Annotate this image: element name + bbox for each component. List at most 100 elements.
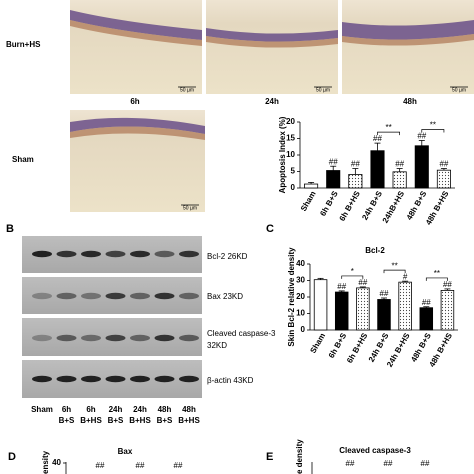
y-tick-label: 10 xyxy=(286,150,295,159)
significance-mark: ## xyxy=(422,298,431,307)
bar xyxy=(377,299,391,331)
bar xyxy=(414,145,429,189)
chart-title: Cleaved caspase-3 xyxy=(339,446,411,455)
scale-bar-label: 50 µm xyxy=(183,205,197,211)
panel-letter: B xyxy=(6,223,14,235)
bracket xyxy=(377,131,400,136)
panel-letter: E xyxy=(266,451,273,463)
time-label: 6h xyxy=(130,97,139,106)
row-label: Sham xyxy=(12,155,34,164)
significance-mark: ## xyxy=(395,160,404,169)
significance-mark: ## xyxy=(136,461,145,470)
lane-label: B+HS xyxy=(129,416,151,425)
x-tick-label: Sham xyxy=(299,190,318,213)
y-tick-label: 0 xyxy=(301,325,306,334)
blot-band xyxy=(130,334,150,342)
lane-label: 24h xyxy=(133,405,147,414)
blot-band xyxy=(130,292,150,300)
blot-band xyxy=(56,292,77,300)
significance-mark: ## xyxy=(421,459,430,468)
blot-band xyxy=(32,250,52,258)
lane-label: 48h xyxy=(158,405,172,414)
time-label: 48h xyxy=(403,97,417,106)
y-tick-label: 15 xyxy=(286,134,295,143)
significance-mark: ## xyxy=(373,134,382,143)
bracket xyxy=(341,275,364,279)
y-axis-label: ensity xyxy=(41,450,50,474)
significance-mark: ## xyxy=(417,132,426,141)
micrographs xyxy=(70,0,474,212)
significance-mark: ## xyxy=(346,459,355,468)
lane-label: B+S xyxy=(59,416,75,425)
y-tick-label: 40 xyxy=(296,259,305,268)
lane-label: 48h xyxy=(182,405,196,414)
chart-title: Bax xyxy=(118,447,133,456)
lane-label: 6h xyxy=(62,405,71,414)
blot-band xyxy=(32,375,52,383)
band-label: Cleaved caspase-3 xyxy=(207,329,276,338)
blot-band xyxy=(81,292,101,300)
significance-mark: ## xyxy=(174,461,183,470)
blot-band xyxy=(130,250,150,258)
bracket-label: ** xyxy=(385,123,391,132)
bracket xyxy=(425,277,448,281)
significance-mark: ## xyxy=(439,160,448,169)
bar xyxy=(370,150,385,189)
band-label: β-actin 43KD xyxy=(207,376,254,385)
y-tick-label: 20 xyxy=(286,117,295,126)
x-tick-label: 6h B+S xyxy=(327,331,349,360)
lane-label: B+HS xyxy=(80,416,102,425)
bar xyxy=(392,171,407,189)
y-tick-label: 0 xyxy=(291,183,296,192)
significance-mark: ## xyxy=(96,461,105,470)
blot-band xyxy=(56,375,77,383)
row-label: Burn+HS xyxy=(6,40,41,49)
y-axis-label: Skin Bcl-2 relative density xyxy=(287,247,296,347)
bar xyxy=(398,281,412,331)
micrograph xyxy=(70,0,202,94)
scale-bar-label: 50 µm xyxy=(180,87,194,93)
panel-letter: D xyxy=(8,451,16,463)
lane-label: B+S xyxy=(157,416,173,425)
y-tick-label: 30 xyxy=(296,276,305,285)
x-tick-label: 24h B+S xyxy=(360,189,384,222)
bar xyxy=(419,307,434,331)
bar xyxy=(304,183,319,189)
blot-band xyxy=(179,375,199,383)
blot-band xyxy=(32,292,52,300)
blot-band xyxy=(154,292,175,300)
significance-mark: # xyxy=(403,272,408,281)
panel-letter: C xyxy=(266,223,274,235)
lane-label: 6h xyxy=(86,405,95,414)
significance-mark: ## xyxy=(337,282,346,291)
micrograph xyxy=(342,0,474,94)
y-tick-label: 40 xyxy=(52,458,61,467)
blot-band xyxy=(105,250,126,258)
significance-mark: ## xyxy=(443,280,452,289)
blot-band xyxy=(154,250,175,258)
blot-band xyxy=(105,292,126,300)
x-tick-label: Sham xyxy=(308,332,327,355)
scale-bar-label: 50 µm xyxy=(452,87,466,93)
blot-band xyxy=(154,334,175,342)
scale-bar-label: 50 µm xyxy=(316,87,330,93)
bar xyxy=(356,287,370,331)
blot-band xyxy=(56,250,77,258)
bar xyxy=(440,289,455,331)
band-label: 32KD xyxy=(207,341,227,350)
y-tick-label: 20 xyxy=(296,292,305,301)
significance-mark: ## xyxy=(329,157,338,166)
blot-band xyxy=(179,292,199,300)
bracket-label: ** xyxy=(434,269,440,278)
x-tick-label: 48h B+S xyxy=(405,189,429,222)
lane-label: B+S xyxy=(108,416,124,425)
x-tick-label: 6h B+HS xyxy=(338,189,363,223)
lane-label: 24h xyxy=(109,405,123,414)
blot-band xyxy=(105,375,126,383)
significance-mark: ## xyxy=(351,160,360,169)
significance-mark: ## xyxy=(384,459,393,468)
blot-band xyxy=(105,334,126,342)
time-label: 24h xyxy=(265,97,279,106)
